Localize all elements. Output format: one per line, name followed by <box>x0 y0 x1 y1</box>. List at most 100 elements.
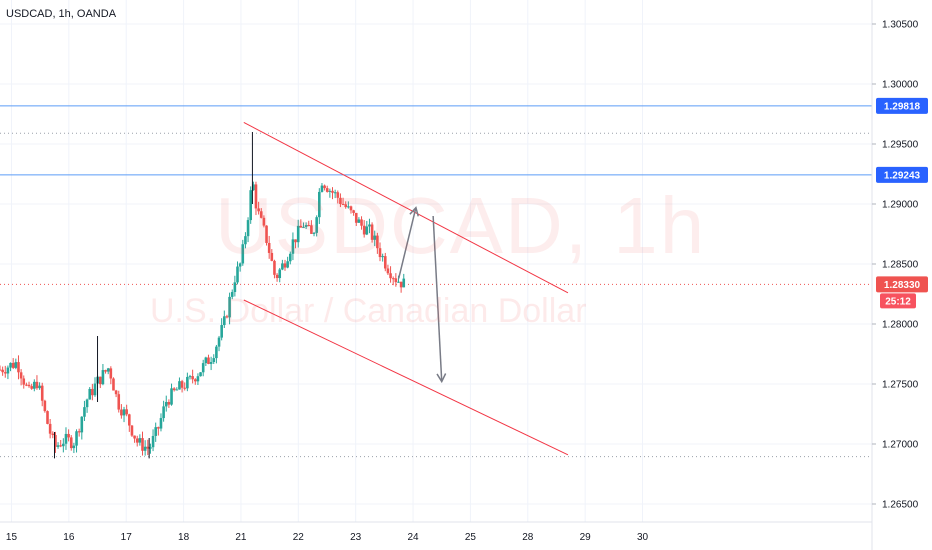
candle-body <box>286 261 289 268</box>
candle-body <box>288 253 292 262</box>
candle-body <box>328 190 332 192</box>
candle-body <box>354 212 358 223</box>
candle-body <box>399 281 403 288</box>
candle-body <box>228 296 231 318</box>
candle-body <box>130 425 134 436</box>
candle-body <box>191 376 194 380</box>
current-price-badge <box>876 276 928 293</box>
candle-body <box>283 263 287 268</box>
channel-drawings[interactable] <box>243 121 569 456</box>
candle-body <box>180 381 184 388</box>
candle-body <box>69 437 73 449</box>
candle-body <box>315 217 318 233</box>
candle-body <box>128 414 131 426</box>
candle-body <box>135 438 139 443</box>
level-price-label: 1.29818 <box>884 101 921 112</box>
candle-body <box>360 219 363 226</box>
candle-body <box>51 433 55 436</box>
time-tick-label: 30 <box>637 532 649 543</box>
candle-body <box>333 192 337 194</box>
candle-body <box>85 399 89 408</box>
candle-body <box>167 401 171 405</box>
candle-body <box>27 384 31 387</box>
candle-body <box>304 225 308 227</box>
channel-lower-line <box>243 299 569 456</box>
price-tick-label: 1.27000 <box>882 440 919 451</box>
time-tick-label: 23 <box>350 532 362 543</box>
current-price-label: 1.28330 <box>884 280 921 291</box>
candle-body <box>186 376 189 389</box>
candle-body <box>25 384 28 386</box>
candle-body <box>383 256 387 269</box>
candle-body <box>325 188 329 192</box>
candle-body <box>106 368 110 372</box>
candle-body <box>212 358 216 363</box>
candle-body <box>196 376 200 382</box>
candlesticks <box>0 132 406 459</box>
candle-body <box>93 383 97 396</box>
time-tick-label: 25 <box>465 532 477 543</box>
candle-body <box>201 363 205 373</box>
candle-body <box>336 192 340 198</box>
candle-body <box>209 362 213 364</box>
candle-body <box>204 357 208 364</box>
projection-arrow <box>397 207 417 279</box>
candle-body <box>38 385 41 389</box>
candle-body <box>33 381 36 389</box>
candle-body <box>341 203 345 205</box>
candle-body <box>54 435 57 447</box>
candle-body <box>40 385 44 401</box>
candle-body <box>164 401 168 407</box>
candle-body <box>6 367 10 374</box>
candle-body <box>72 445 76 449</box>
candle-body <box>265 225 268 243</box>
candle-body <box>30 386 33 389</box>
price-tick-label: 1.28500 <box>882 260 919 271</box>
candle-body <box>46 411 49 424</box>
candle-body <box>172 388 176 391</box>
countdown-label: 25:12 <box>885 296 911 307</box>
candle-body <box>347 206 350 208</box>
candle-body <box>43 400 47 412</box>
countdown-badge <box>880 293 916 309</box>
candle-body <box>223 316 226 326</box>
candle-body <box>77 431 81 433</box>
candle-body <box>62 443 65 447</box>
candle-body <box>389 273 392 279</box>
candle-body <box>362 225 366 235</box>
candle-body <box>122 409 126 416</box>
price-tick-label: 1.28000 <box>882 320 919 331</box>
price-badges: 1.29818 1.29243 1.28330 25:12 <box>876 97 928 309</box>
time-axis[interactable]: 15 16 17 18 21 22 23 24 25 28 29 30 <box>6 532 649 543</box>
candle-body <box>91 388 94 396</box>
candle-body <box>193 379 197 382</box>
candle-body <box>11 362 15 368</box>
projection-arrow-head <box>409 206 419 217</box>
candle-body <box>117 394 121 410</box>
candle-body <box>3 372 7 374</box>
candle-body <box>370 224 374 240</box>
candle-body <box>125 409 128 415</box>
candle-body <box>281 263 284 270</box>
candle-body <box>302 226 305 228</box>
candle-body <box>1 369 4 373</box>
symbol-title[interactable]: USDCAD, 1h, OANDA <box>6 8 117 20</box>
candle-body <box>397 281 400 283</box>
candle-body <box>138 438 142 443</box>
candle-body <box>318 191 321 218</box>
candle-body <box>217 337 221 347</box>
candle-body <box>296 225 300 243</box>
price-tick-label: 1.27500 <box>882 380 919 391</box>
price-axis[interactable]: 1.26500 1.27000 1.27500 1.28000 1.28500 1.290… <box>872 20 919 511</box>
candle-body <box>188 376 192 378</box>
candle-body <box>391 278 395 280</box>
candle-body <box>154 427 157 436</box>
channel-upper-line <box>243 121 569 294</box>
candle-body <box>349 206 353 211</box>
candle-body <box>394 278 398 283</box>
candle-body <box>9 362 12 368</box>
candle-body <box>109 368 113 379</box>
candle-body <box>83 407 86 417</box>
candle-body <box>310 225 313 234</box>
